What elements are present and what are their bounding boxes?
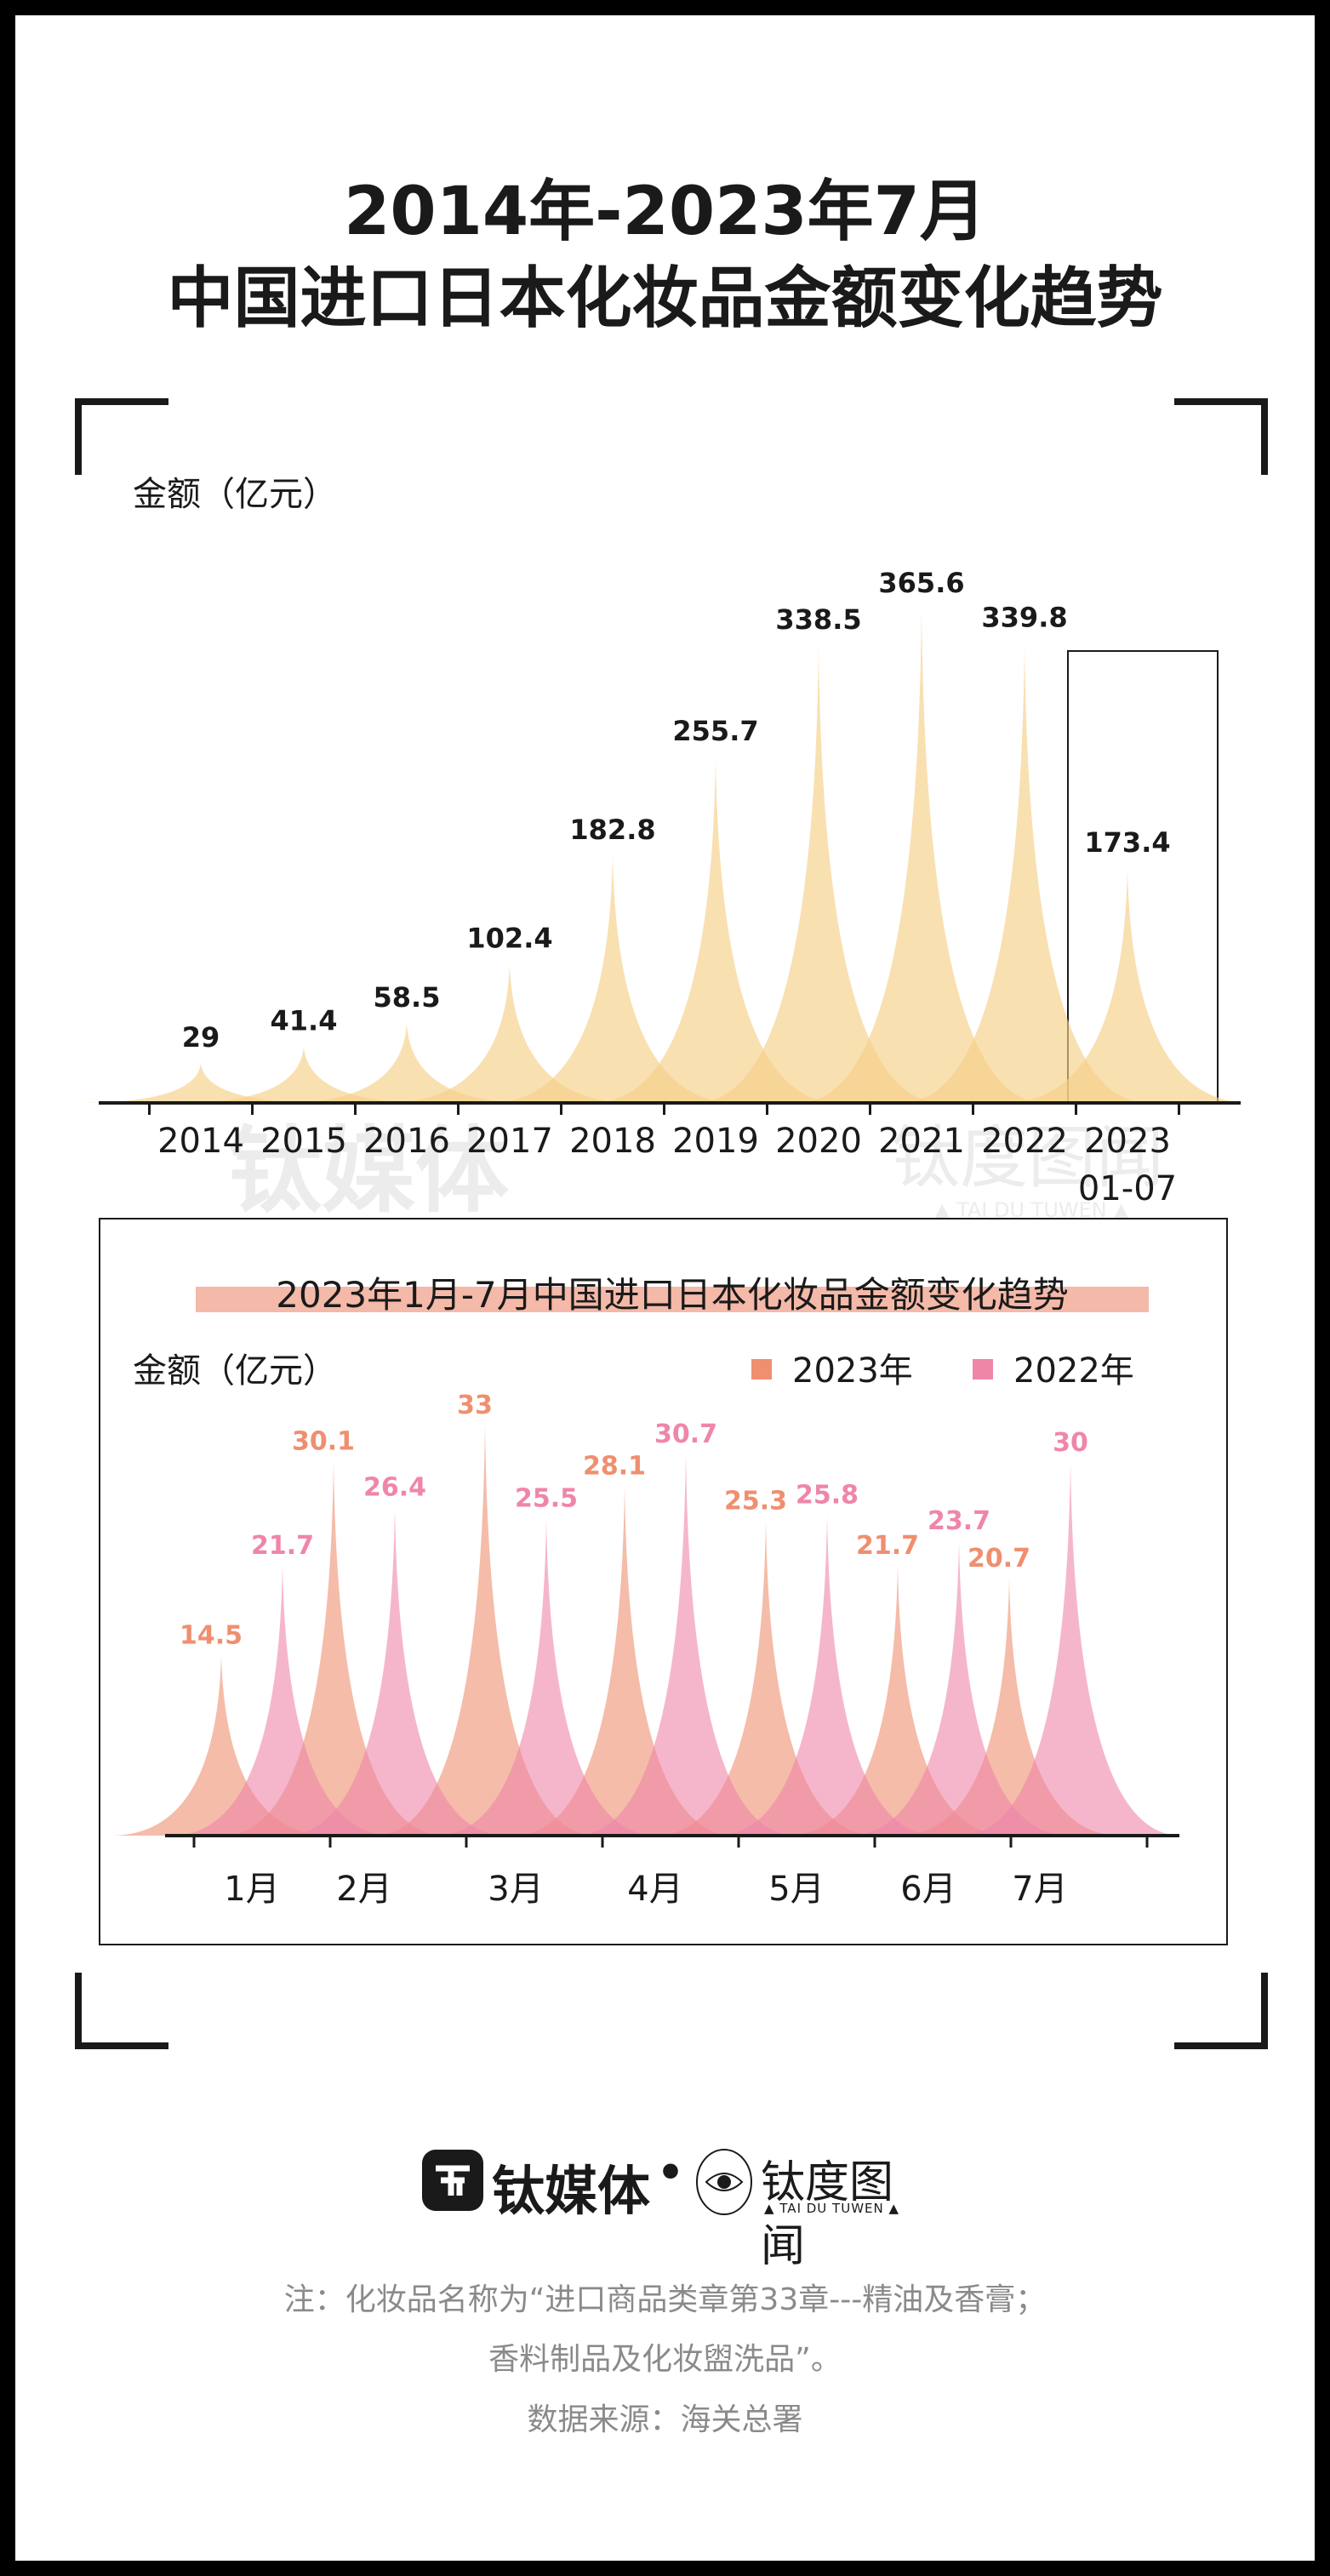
page-title-line2: 中国进口日本化妆品金额变化趋势 [167, 260, 1163, 337]
logo-brand2: 钛度图闻 [761, 2157, 894, 2272]
area-spike-2023年-4月 [514, 1486, 735, 1836]
data-label-2022年: 23.7 [928, 1506, 990, 1536]
x-tick-label: 7月 [1012, 1870, 1067, 1909]
data-source: 数据来源：海关总署 [527, 2402, 803, 2437]
data-label: 338.5 [775, 603, 861, 636]
legend-item-2022: 2022年 [973, 1343, 1134, 1392]
chart-annual-imports: 29 41.4 58.5 102.4 182.8 255.7 338.5 365.6 339.8… [77, 567, 1251, 1207]
note-line2: 香料制品及化妆盥洗品”。 [488, 2342, 842, 2377]
data-label: 365.6 [878, 567, 964, 599]
x-tick-label: 2月 [336, 1870, 391, 1909]
data-label-2023年: 25.3 [724, 1487, 787, 1516]
x-tick-label: 01-07 [1078, 1169, 1177, 1207]
area-spike-2022 [901, 643, 1148, 1103]
x-tick-label: 3月 [488, 1870, 543, 1909]
x-tick-label: 2023 [1084, 1122, 1171, 1161]
corner-bracket-top-left [75, 398, 168, 475]
area-spike-2023年-7月 [899, 1578, 1120, 1836]
title-highlight [196, 1287, 1149, 1312]
area-spike-2023年-5月 [655, 1521, 876, 1836]
legend-item-2023: 2023年 [751, 1343, 913, 1392]
watermark-brand2: 钛度图闻 [892, 1118, 1164, 1197]
chart1-unit-label: 金额（亿元） [133, 475, 337, 514]
page-title-line1: 2014年-2023年7月 [344, 174, 986, 250]
data-label: 339.8 [981, 602, 1067, 634]
legend-label-2023: 2023年 [792, 1351, 913, 1391]
monthly-chart-title-text: 2023年1月-7月中国进口日本化妆品金额变化趋势 [276, 1274, 1069, 1316]
legend-label-2022: 2022年 [1013, 1351, 1134, 1391]
monthly-chart-title: 2023年1月-7月中国进口日本化妆品金额变化趋势 [196, 1266, 1149, 1316]
data-label: 29 [182, 1021, 220, 1054]
data-label: 255.7 [672, 715, 758, 747]
x-tick-label: 2014 [157, 1122, 244, 1161]
area-spike-2023年-3月 [374, 1425, 596, 1836]
x-tick-label: 2019 [672, 1122, 759, 1161]
area-spike-2018 [489, 855, 736, 1103]
data-label: 102.4 [466, 922, 552, 954]
data-label: 41.4 [271, 1004, 338, 1037]
data-label-2023年: 14.5 [180, 1620, 243, 1650]
area-spike-2015 [180, 1047, 427, 1103]
data-label: 173.4 [1084, 826, 1170, 859]
eye-logo-icon [696, 2149, 752, 2215]
corner-bracket-bottom-right [1174, 1973, 1268, 2049]
area-spike-2017 [386, 964, 633, 1103]
tmtpost-logo-icon [422, 2150, 483, 2211]
monthly-chart-frame [99, 1218, 1228, 1945]
x-tick-label: 1月 [224, 1870, 279, 1909]
data-label-2023年: 20.7 [968, 1544, 1030, 1574]
area-spike-2022年-1月 [172, 1566, 393, 1836]
x-tick-label: 2018 [569, 1122, 656, 1161]
data-label-2022年: 21.7 [251, 1531, 314, 1561]
note-line1: 注：化妆品名称为“进口商品类章第33章---精油及香膏； [283, 2282, 1047, 2317]
area-spike-2022年-2月 [284, 1507, 505, 1836]
watermark-brand1: 钛媒体 [228, 1117, 509, 1225]
corner-bracket-bottom-left [75, 1973, 168, 2049]
logo-brand2-en: ▲ TAI DU TUWEN ▲ [764, 2201, 900, 2216]
data-label-2023年: 30.1 [292, 1427, 355, 1457]
data-label: 58.5 [374, 981, 441, 1014]
area-spike-2023年-6月 [787, 1566, 1008, 1836]
x-tick-label: 2016 [363, 1122, 450, 1161]
data-label-2022年: 30 [1053, 1428, 1088, 1458]
data-label-2022年: 30.7 [654, 1419, 717, 1449]
chart-monthly-imports: 14.5 30.1 33 28.1 25.3 21.7 20.7 21.7 26.4 25.5 30… [111, 1391, 1181, 1909]
data-label-2022年: 26.4 [363, 1473, 426, 1503]
x-tick-label: 4月 [627, 1870, 682, 1909]
area-spike-2016 [283, 1024, 530, 1103]
legend-swatch-2023 [751, 1359, 772, 1379]
area-spike-2022年-7月 [960, 1463, 1181, 1836]
x-tick-label: 2021 [878, 1122, 965, 1161]
brand-logo: 钛媒体 • 钛度图闻 ▲ TAI DU TUWEN ▲ [422, 2143, 933, 2272]
x-tick-label: 2017 [466, 1122, 553, 1161]
infographic-page: 2014年-2023年7月 中国进口日本化妆品金额变化趋势 钛媒体 钛度图闻 ▲… [15, 15, 1315, 2561]
area-spike-2019 [592, 757, 839, 1103]
logo-separator: • [657, 2148, 684, 2197]
x-tick-label: 6月 [900, 1870, 956, 1909]
area-spike-2023年-2月 [223, 1461, 444, 1836]
data-label-2023年: 21.7 [856, 1531, 919, 1561]
data-label: 182.8 [569, 814, 655, 846]
data-label-2022年: 25.5 [515, 1484, 578, 1514]
area-spike-2022年-4月 [575, 1454, 796, 1836]
data-label-2023年: 28.1 [583, 1452, 646, 1482]
x-tick-label: 2022 [981, 1122, 1068, 1161]
area-spike-2022年-5月 [716, 1515, 938, 1836]
data-label-2023年: 33 [457, 1391, 493, 1420]
area-spike-2023年-1月 [111, 1655, 332, 1836]
x-tick-label: 2020 [775, 1122, 862, 1161]
area-spike-2022年-3月 [436, 1518, 657, 1836]
legend-swatch-2022 [973, 1359, 993, 1379]
area-spike-2022年-6月 [848, 1540, 1070, 1836]
logo-brand1: 钛媒体 [492, 2160, 651, 2222]
x-tick-label: 2015 [260, 1122, 347, 1161]
area-spike-2020 [695, 645, 942, 1103]
corner-bracket-top-right [1174, 398, 1268, 475]
area-spike-2023 [1004, 868, 1251, 1103]
area-spike-2014 [77, 1063, 324, 1103]
x-tick-label: 5月 [768, 1870, 824, 1909]
data-label-2022年: 25.8 [796, 1480, 859, 1510]
chart2-unit-label: 金额（亿元） [133, 1351, 337, 1391]
area-spike-2021 [798, 608, 1045, 1103]
